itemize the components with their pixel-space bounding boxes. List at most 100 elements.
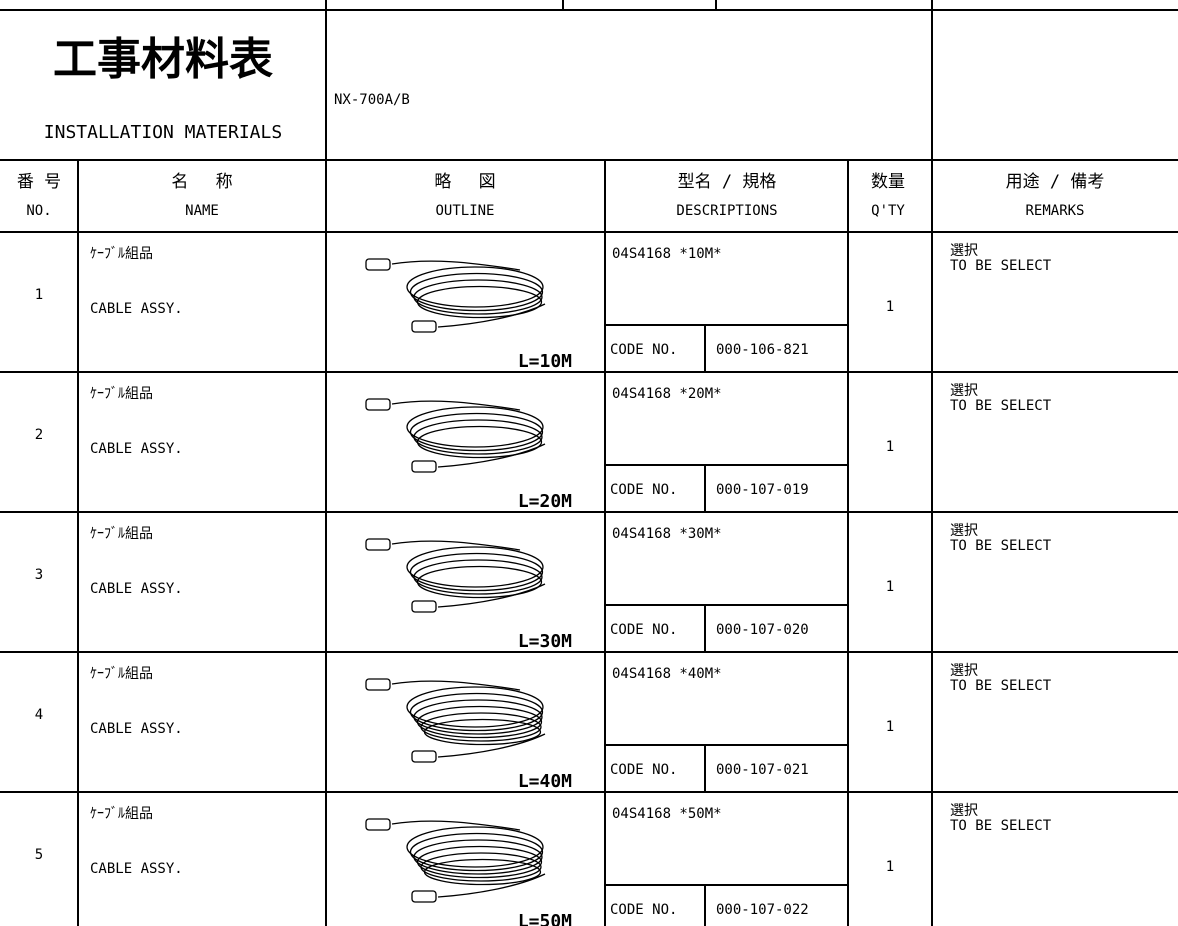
cable-lead <box>391 680 521 691</box>
cable-lead <box>437 303 546 328</box>
code: 000-107-020 <box>716 622 809 638</box>
column-header-en: OUTLINE <box>435 203 494 219</box>
coil-loop <box>406 546 544 588</box>
cable-lead <box>437 583 546 608</box>
connector <box>411 320 437 333</box>
model: NX-700A/B <box>334 92 410 108</box>
coil-loop <box>409 692 544 732</box>
cable-lead <box>391 260 521 271</box>
remarks-ja: 選択 <box>950 803 978 819</box>
column-header-ja: 名 称 <box>171 172 232 192</box>
connector <box>411 460 437 473</box>
item-no: 1 <box>35 287 43 303</box>
connector <box>411 750 437 763</box>
coil-loop <box>409 412 544 452</box>
remarks-en: TO BE SELECT <box>950 538 1052 554</box>
code-label: CODE NO. <box>610 622 677 638</box>
column-header-ja: 番 号 <box>17 172 61 192</box>
coil-loop <box>406 406 544 448</box>
code: 000-107-019 <box>716 482 809 498</box>
code: 000-106-821 <box>716 342 809 358</box>
description: 04S4168 *20M* <box>612 386 722 402</box>
length: L=40M <box>518 771 572 792</box>
name-ja: ｹｰﾌﾞﾙ組品 <box>90 806 153 822</box>
cable-outline <box>365 398 546 473</box>
coil-loop <box>413 279 543 315</box>
code-label: CODE NO. <box>610 482 677 498</box>
name-ja: ｹｰﾌﾞﾙ組品 <box>90 526 153 542</box>
length: L=50M <box>518 911 572 926</box>
column-header-en: NO. <box>26 203 51 219</box>
name-ja: ｹｰﾌﾞﾙ組品 <box>90 666 153 682</box>
qty: 1 <box>886 719 894 735</box>
qty: 1 <box>886 859 894 875</box>
coil-loop <box>406 826 544 868</box>
column-header-ja: 略 図 <box>434 172 495 192</box>
title: 工事材料表 <box>53 34 273 85</box>
cable-lead <box>391 540 521 551</box>
description: 04S4168 *30M* <box>612 526 722 542</box>
name-en: CABLE ASSY. <box>90 301 183 317</box>
name-en: CABLE ASSY. <box>90 721 183 737</box>
column-header-en: DESCRIPTIONS <box>676 203 777 219</box>
cable-lead <box>437 733 546 758</box>
item-no: 2 <box>35 427 43 443</box>
column-header-ja: 型名 / 規格 <box>678 172 777 192</box>
coil-loop <box>409 272 544 312</box>
item-no: 5 <box>35 847 43 863</box>
remarks-en: TO BE SELECT <box>950 398 1052 414</box>
coil-loop <box>413 419 543 455</box>
column-header-ja: 数量 <box>871 172 905 192</box>
cable-lead <box>391 820 521 831</box>
connector <box>365 538 391 551</box>
item-no: 4 <box>35 707 43 723</box>
coil-loop <box>420 852 542 882</box>
remarks-en: TO BE SELECT <box>950 258 1052 274</box>
remarks-ja: 選択 <box>950 383 978 399</box>
connector <box>365 398 391 411</box>
length: L=10M <box>518 351 572 372</box>
qty: 1 <box>886 579 894 595</box>
coil-loop <box>416 565 543 599</box>
code: 000-107-022 <box>716 902 809 918</box>
cable-lead <box>391 400 521 411</box>
description: 04S4168 *50M* <box>612 806 722 822</box>
coil-loop <box>406 686 544 728</box>
code-label: CODE NO. <box>610 762 677 778</box>
cable-lead <box>437 873 546 898</box>
code-label: CODE NO. <box>610 342 677 358</box>
name-en: CABLE ASSY. <box>90 441 183 457</box>
remarks-en: TO BE SELECT <box>950 678 1052 694</box>
coil-loop <box>416 845 543 879</box>
coil-loop <box>406 266 544 308</box>
coil-loop <box>413 699 543 735</box>
description: 04S4168 *40M* <box>612 666 722 682</box>
coil-loop <box>413 559 543 595</box>
remarks-ja: 選択 <box>950 243 978 259</box>
coil-loop <box>413 839 543 875</box>
name-ja: ｹｰﾌﾞﾙ組品 <box>90 386 153 402</box>
coil-loop <box>416 705 543 739</box>
connector <box>411 600 437 613</box>
code: 000-107-021 <box>716 762 809 778</box>
name-en: CABLE ASSY. <box>90 581 183 597</box>
item-no: 3 <box>35 567 43 583</box>
remarks-ja: 選択 <box>950 663 978 679</box>
coil-loop <box>416 425 543 459</box>
column-header-en: REMARKS <box>1025 203 1084 219</box>
connector <box>411 890 437 903</box>
cable-outline <box>365 258 546 333</box>
column-header-ja: 用途 / 備考 <box>1006 172 1105 192</box>
length: L=30M <box>518 631 572 652</box>
cable-outline <box>365 818 546 903</box>
cable-outline <box>365 678 546 763</box>
cable-outline <box>365 538 546 613</box>
remarks-en: TO BE SELECT <box>950 818 1052 834</box>
subtitle: INSTALLATION MATERIALS <box>44 122 282 143</box>
coil-loop <box>423 718 542 746</box>
coil-loop <box>420 712 542 742</box>
connector <box>365 258 391 271</box>
